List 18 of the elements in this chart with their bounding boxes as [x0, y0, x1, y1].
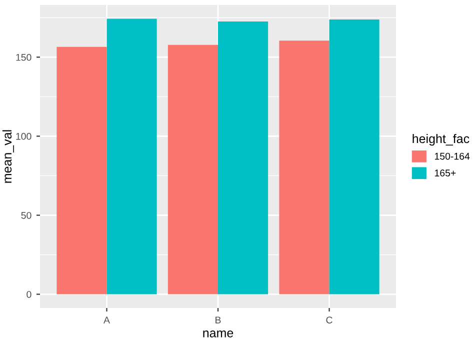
- bar: [168, 44, 218, 294]
- legend-label: 150-164: [434, 152, 470, 160]
- y-tick-label: 150: [16, 54, 32, 61]
- bar: [218, 21, 268, 294]
- bar: [329, 20, 380, 294]
- bar: [279, 40, 330, 294]
- y-tick-label: 100: [16, 132, 32, 140]
- legend-label: 165+: [434, 170, 456, 176]
- x-tick-label: B: [216, 316, 221, 324]
- y-axis-title: mean_val: [2, 130, 14, 183]
- x-tick-label: A: [104, 316, 110, 324]
- legend-title: height_fac: [412, 134, 470, 146]
- bar: [106, 18, 157, 294]
- x-tick-label: C: [326, 316, 332, 324]
- bar: [56, 46, 107, 294]
- y-tick-label: 0: [26, 290, 32, 298]
- x-axis-title: name: [203, 330, 234, 338]
- y-tick-label: 50: [21, 212, 32, 219]
